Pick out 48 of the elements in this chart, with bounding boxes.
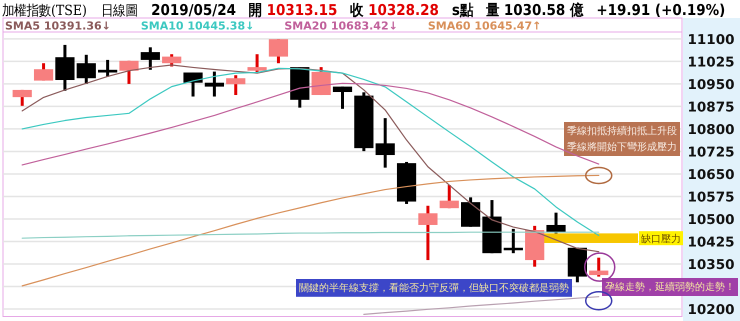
text: SMA10 10445.38↓ xyxy=(140,20,254,32)
candlestick xyxy=(204,72,224,97)
candlestick xyxy=(589,258,608,277)
y-tick-label: 10650 xyxy=(688,166,734,183)
band-label: 缺口壓力 xyxy=(641,233,681,246)
text: s點 xyxy=(452,2,474,20)
text: SMA5 10391.36↓ xyxy=(5,20,111,32)
text: +19.91 (+0.19%) xyxy=(596,2,726,20)
text: SMA60 10645.47↑ xyxy=(428,20,542,32)
y-tick-label: 10500 xyxy=(688,212,734,228)
y-tick-label: 10425 xyxy=(688,234,734,250)
text: 2019/05/24 xyxy=(151,2,236,20)
text: 開 10313.15 xyxy=(248,2,338,20)
annotation: 孕線走勢，延續弱勢的走勢！ xyxy=(605,281,735,293)
candlestick xyxy=(226,75,246,96)
candlestick xyxy=(268,39,288,64)
candlestick xyxy=(34,63,54,81)
y-tick-label: 10950 xyxy=(688,76,734,93)
y-tick-label: 10200 xyxy=(688,302,734,318)
candlestick xyxy=(162,54,182,67)
y-tick-label: 10800 xyxy=(688,122,734,138)
candlestick xyxy=(332,86,352,109)
candlestick xyxy=(312,67,331,96)
annotation: 季線將開始下彎形成壓力 xyxy=(567,141,677,153)
candlestick xyxy=(504,228,523,254)
candlestick xyxy=(376,118,395,168)
candlestick xyxy=(140,47,160,70)
chart-title: 加權指數(TSE) xyxy=(2,3,87,20)
candlestick xyxy=(247,54,267,73)
text: 收 10328.28 xyxy=(350,2,439,20)
y-tick-label: 10350 xyxy=(688,256,734,273)
annotation: 關鍵的半年線支撐，看能否力守反彈，但缺口不突破都是弱勢 xyxy=(299,282,569,294)
chart-subtitle: 日線圖 xyxy=(100,3,138,20)
candlestick xyxy=(98,60,118,77)
candlestick xyxy=(12,90,32,106)
candlestick xyxy=(418,206,438,260)
candlestick xyxy=(119,60,139,84)
y-tick-label: 11025 xyxy=(688,54,734,70)
text: SMA20 10683.42↓ xyxy=(284,20,398,32)
annotation: 季線扣抵持續扣抵上升段 xyxy=(567,125,677,137)
candlestick xyxy=(76,54,96,84)
text: 量 1030.58 億 xyxy=(485,1,584,20)
y-tick-label: 10875 xyxy=(688,99,734,116)
candlestick xyxy=(440,185,459,208)
y-tick-label: 10725 xyxy=(688,144,734,160)
y-tick-label: 10575 xyxy=(688,189,734,206)
candlestick xyxy=(55,44,75,91)
y-tick-label: 11100 xyxy=(688,32,734,48)
